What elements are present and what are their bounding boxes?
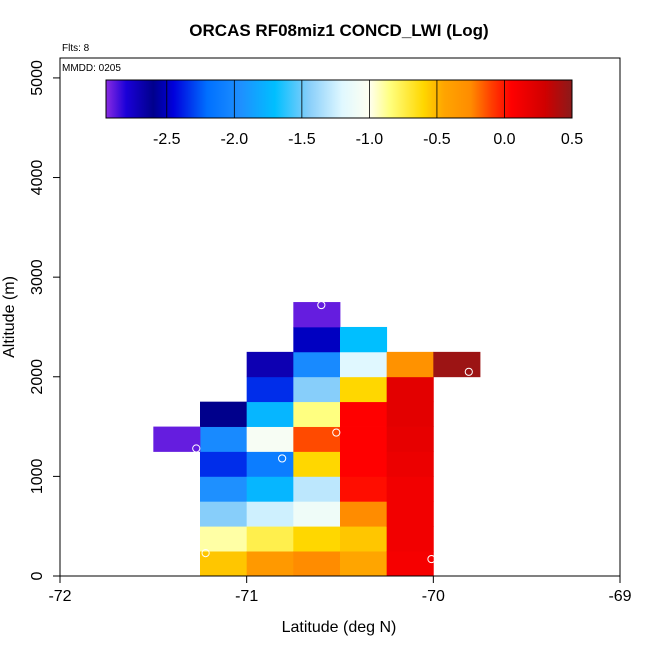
heatmap-cell — [386, 401, 434, 427]
heatmap-cell — [293, 476, 341, 502]
colorbar-scale — [105, 79, 573, 119]
heatmap-cell — [340, 351, 388, 378]
y-tick-label: 5000 — [29, 60, 46, 96]
heatmap-cell — [340, 501, 388, 527]
flights-annotation: Flts: 8 — [62, 43, 90, 54]
heatmap-cell — [293, 302, 341, 328]
colorbar-tick-label: -1.0 — [356, 131, 384, 148]
colorbar-tick-label: -2.0 — [221, 131, 249, 148]
heatmap-cell — [293, 501, 341, 527]
heatmap-cell — [340, 401, 388, 427]
y-tick-label: 2000 — [29, 359, 46, 395]
heatmap-cell — [200, 451, 248, 477]
x-axis: -72 -71 -70 -69 — [48, 576, 632, 605]
heatmap-cell — [153, 426, 201, 452]
heatmap-cell — [293, 401, 341, 427]
observation-marker — [278, 454, 287, 463]
heatmap-cell — [386, 376, 434, 403]
observation-markers — [192, 300, 473, 564]
plot-frame — [59, 57, 621, 577]
heatmap-cell — [246, 426, 294, 452]
heatmap-cell — [293, 451, 341, 477]
colorbar: -2.5 -2.0 -1.5 -1.0 -0.5 0.0 0.5 — [105, 79, 583, 148]
heatmap-cell — [340, 426, 388, 452]
heatmap-cell — [340, 551, 388, 577]
heatmap-cell — [386, 426, 434, 452]
heatmap-cell — [340, 476, 388, 502]
observation-marker — [192, 444, 201, 453]
heatmap-cell — [433, 351, 481, 378]
heatmap-cell — [386, 526, 434, 552]
heatmap-cell — [386, 551, 434, 577]
colorbar-tick-label: -1.5 — [288, 131, 316, 148]
x-tick-label: -71 — [235, 588, 258, 605]
observation-marker — [332, 428, 341, 437]
heatmap-cell — [293, 551, 341, 577]
heatmap-cell — [246, 351, 294, 378]
heatmap-cell — [293, 326, 341, 353]
x-tick-label: -72 — [48, 588, 71, 605]
heatmap-cell — [340, 376, 388, 403]
x-axis-label: Latitude (deg N) — [282, 619, 397, 636]
heatmap-cell — [246, 501, 294, 527]
date-annotation: MMDD: 0205 — [62, 63, 121, 74]
heatmap-cell — [293, 526, 341, 552]
heatmap-cell — [200, 501, 248, 527]
heatmap-cell — [246, 376, 294, 403]
heatmap-cell — [340, 451, 388, 477]
heatmap-cell — [386, 351, 434, 378]
heatmap-cell — [200, 476, 248, 502]
heatmap-cell — [246, 476, 294, 502]
observation-marker — [201, 548, 210, 558]
observation-marker — [427, 554, 436, 564]
y-tick-label: 4000 — [29, 160, 46, 196]
y-axis: 0 1000 2000 3000 4000 5000 — [29, 60, 60, 580]
y-tick-label: 1000 — [29, 458, 46, 494]
observation-marker — [317, 300, 326, 310]
heatmap-cell — [200, 426, 248, 452]
y-tick-label: 0 — [29, 571, 46, 580]
heatmap-cell — [246, 451, 294, 477]
heatmap-cell — [200, 526, 248, 552]
heatmap-cell — [246, 551, 294, 577]
y-axis-label: Altitude (m) — [1, 276, 18, 358]
heatmap-cell — [293, 426, 341, 452]
colorbar-tick-label: 0.0 — [493, 131, 515, 148]
heatmap-cell — [246, 526, 294, 552]
observation-marker — [464, 367, 473, 376]
colorbar-tick-label: 0.5 — [561, 131, 583, 148]
heatmap-cell — [386, 451, 434, 477]
y-tick-label: 3000 — [29, 259, 46, 295]
heatmap-cell — [340, 526, 388, 552]
colorbar-tick-label: -0.5 — [423, 131, 451, 148]
heatmap-cell — [386, 501, 434, 527]
heatmap-cell — [200, 401, 248, 427]
heatmap-cells — [153, 302, 481, 577]
heatmap-cell — [246, 401, 294, 427]
heatmap-cell — [293, 351, 341, 378]
heatmap-cell — [386, 476, 434, 502]
heatmap-cell — [293, 376, 341, 403]
chart-title: ORCAS RF08miz1 CONCD_LWI (Log) — [189, 21, 488, 40]
heatmap-cell — [200, 551, 248, 577]
x-tick-label: -70 — [422, 588, 445, 605]
heatmap-cell — [340, 326, 388, 353]
colorbar-tick-label: -2.5 — [153, 131, 181, 148]
x-tick-label: -69 — [608, 588, 631, 605]
